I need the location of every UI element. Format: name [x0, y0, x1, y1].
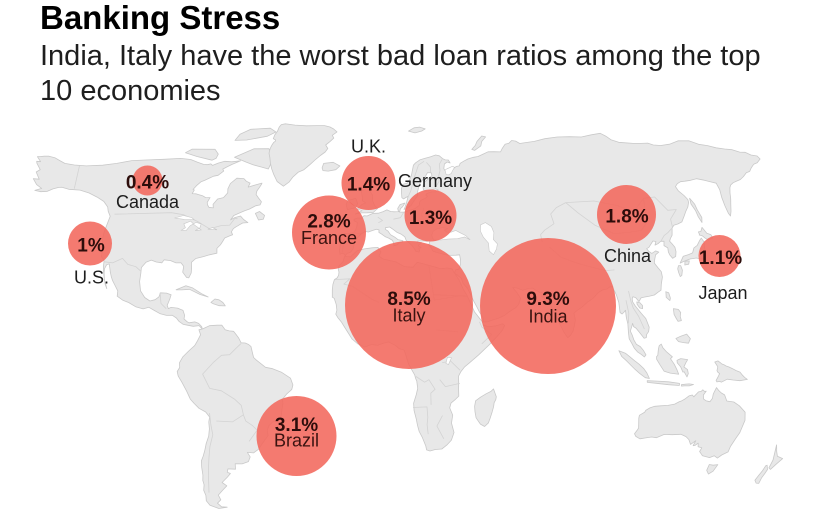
svg-text:France: France	[301, 228, 357, 248]
svg-text:Japan: Japan	[698, 283, 747, 303]
svg-text:1.1%: 1.1%	[699, 248, 742, 269]
svg-text:Italy: Italy	[392, 306, 425, 326]
svg-text:1%: 1%	[77, 236, 105, 257]
svg-text:2.8%: 2.8%	[307, 212, 350, 233]
svg-text:China: China	[604, 246, 652, 266]
svg-text:1.4%: 1.4%	[347, 175, 390, 196]
svg-text:Brazil: Brazil	[274, 431, 319, 451]
svg-text:3.1%: 3.1%	[275, 415, 318, 436]
svg-text:Germany: Germany	[398, 171, 472, 191]
svg-text:Canada: Canada	[116, 192, 180, 212]
svg-text:India: India	[528, 307, 568, 327]
svg-text:1.3%: 1.3%	[409, 208, 452, 229]
svg-text:0.4%: 0.4%	[126, 173, 169, 194]
svg-text:U.S.: U.S.	[74, 268, 109, 288]
svg-text:U.K.: U.K.	[351, 137, 386, 157]
svg-text:1.8%: 1.8%	[605, 207, 648, 228]
svg-text:9.3%: 9.3%	[526, 289, 569, 310]
svg-text:8.5%: 8.5%	[387, 289, 430, 310]
